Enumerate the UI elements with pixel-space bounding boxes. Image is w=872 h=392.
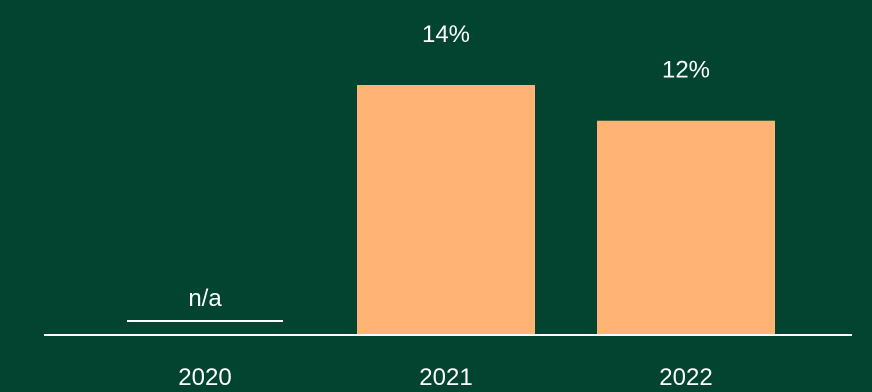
data-label-2020: n/a <box>188 285 222 312</box>
bar-2021 <box>357 85 535 335</box>
x-tick-label-2022: 2022 <box>659 364 712 391</box>
bar-2022 <box>597 120 775 335</box>
data-label-2021: 14% <box>422 21 470 48</box>
labels-layer: 2020 n/a 2021 14% 2022 12% <box>178 21 712 391</box>
data-label-2022: 12% <box>662 57 710 84</box>
x-tick-label-2021: 2021 <box>419 364 472 391</box>
bars-layer <box>127 85 775 335</box>
x-tick-label-2020: 2020 <box>178 364 231 391</box>
